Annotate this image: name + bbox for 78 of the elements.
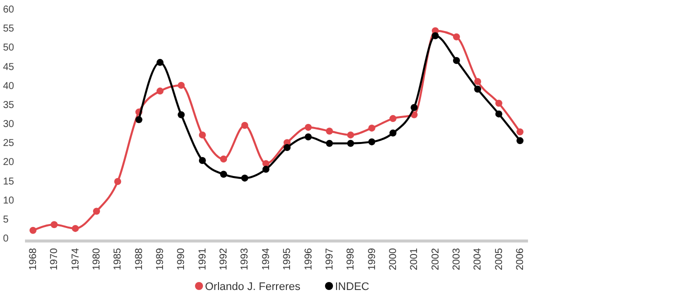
y-tick-label: 25 — [3, 138, 15, 150]
x-tick-label: 1988 — [134, 248, 145, 270]
x-tick-label: 2001 — [409, 248, 420, 270]
y-tick-label: 60 — [3, 4, 15, 16]
point — [516, 128, 524, 136]
x-tick-label: 1992 — [218, 248, 230, 270]
point — [474, 86, 482, 93]
point — [156, 58, 164, 66]
point — [452, 33, 460, 40]
point — [114, 178, 122, 186]
x-tick-label: 2005 — [494, 248, 505, 270]
x-tick-label: 1968 — [28, 248, 39, 270]
point — [50, 221, 58, 228]
point — [304, 133, 312, 140]
point — [410, 104, 418, 111]
y-tick-label: 0 — [3, 234, 9, 244]
point — [93, 208, 100, 215]
point — [326, 140, 333, 147]
point — [284, 144, 291, 152]
x-tick-label: 1996 — [303, 248, 314, 270]
x-tick-label: 1970 — [49, 248, 60, 270]
point — [178, 82, 185, 89]
x-tick-label: 1974 — [70, 248, 82, 270]
x-tick-label: 1993 — [240, 248, 251, 270]
point — [516, 137, 524, 144]
point — [241, 122, 248, 129]
point — [432, 32, 439, 40]
point — [389, 130, 396, 137]
y-tick-label: 50 — [3, 42, 15, 54]
x-tick-label: 1990 — [176, 248, 188, 270]
x-tick-label: 1991 — [197, 248, 208, 270]
x-tick-label: 2003 — [451, 248, 462, 270]
point — [262, 166, 270, 173]
legend-label: INDEC — [335, 281, 370, 293]
point — [30, 226, 36, 234]
point — [135, 116, 142, 124]
point — [368, 124, 376, 132]
point — [326, 128, 333, 135]
y-tick-label: 5 — [3, 214, 9, 226]
point — [389, 115, 396, 122]
x-tick-label: 1980 — [92, 248, 103, 270]
point — [347, 140, 354, 147]
y-tick-label: 55 — [3, 24, 15, 35]
point — [198, 157, 206, 164]
y-tick-label: 30 — [3, 119, 15, 130]
x-tick-label: 1998 — [346, 248, 357, 270]
y-tick-label: 20 — [3, 157, 15, 168]
point — [495, 110, 502, 118]
point — [198, 131, 206, 138]
point — [474, 78, 482, 86]
x-tick-label: 1985 — [112, 248, 124, 270]
point — [220, 170, 228, 178]
point — [452, 57, 460, 64]
point — [241, 174, 248, 182]
x-tick-label: 1997 — [324, 248, 336, 270]
x-tick-label: 2000 — [388, 248, 399, 270]
x-tick-label: 2002 — [430, 248, 442, 270]
y-tick-label: 40 — [3, 80, 15, 92]
x-tick-label: 2006 — [515, 248, 526, 270]
x-tick-label: 1995 — [282, 248, 294, 270]
point — [368, 138, 376, 146]
point — [304, 124, 312, 131]
y-tick-label: 45 — [3, 62, 15, 73]
y-tick-label: 35 — [3, 100, 15, 111]
point — [220, 155, 228, 162]
point — [178, 111, 185, 118]
point — [495, 100, 502, 107]
x-tick-label: 1994 — [260, 248, 272, 270]
x-tick-label: 1989 — [155, 248, 166, 270]
point — [347, 131, 354, 138]
y-tick-label: 10 — [3, 195, 15, 206]
point — [156, 88, 164, 95]
point — [262, 160, 270, 168]
x-tick-label: 2004 — [472, 248, 484, 270]
point — [72, 224, 79, 232]
x-tick-label: 1999 — [366, 248, 378, 270]
legend-label: Orlando J. Ferreres — [205, 281, 301, 293]
y-tick-label: 15 — [3, 176, 15, 188]
